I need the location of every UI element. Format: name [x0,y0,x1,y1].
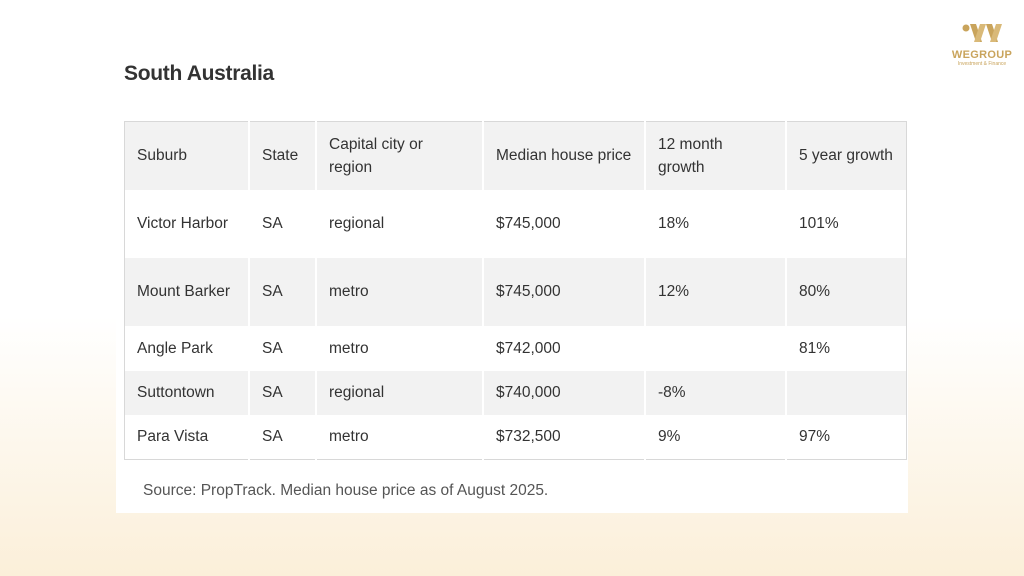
column-header: Suburb [124,121,250,190]
table-row: Suburb State Capital city or region Median … [124,121,907,190]
column-header: 5 year growth [786,121,907,190]
table-cell: 97% [799,428,831,446]
table-cell: SA [249,414,317,460]
table-cell: 80% [786,257,907,326]
table-cell: SA [249,325,317,371]
table-cell: $742,000 [483,325,646,371]
column-header: Median house price [483,121,646,190]
table-cell: $732,500 [483,414,646,460]
table-cell: metro [316,325,484,371]
title: South Australia [124,62,274,85]
table-cell: SA [249,370,317,415]
table-cell: SA [249,257,317,326]
logo-name: WEGROUP [951,49,1013,61]
logo: WEGROUP Investment & Finance [950,22,1014,67]
column-header: 12 month growth [645,121,787,190]
table-row: Suttontown SA regional $740,000 -8% [124,370,907,415]
table-cell: metro [316,414,484,460]
table-cell: $745,000 [483,189,646,258]
column-header: State [249,121,317,190]
column-header: Capital city or region [316,121,484,190]
table-cell: regional [316,189,484,258]
logo-icon [962,24,1002,42]
table-cell: Mount Barker [124,257,250,326]
table-cell [786,370,907,415]
table-cell: 18% [645,189,787,258]
table-cell: 12% [645,257,787,326]
table-cell: 81% [799,339,831,357]
table-cell: -8% [645,370,787,415]
table-cell: SA [249,189,317,258]
table-row: Angle Park SA metro $742,000 81% [124,325,907,371]
table-cell: regional [316,370,484,415]
table-row: Mount Barker SA metro $745,000 12% 80% [124,257,907,326]
table-cell: Angle Park [124,325,250,371]
table-cell: Victor Harbor [124,189,250,258]
table-cell: 9% [645,414,787,460]
table-cell: Suttontown [124,370,250,415]
table-cell: $740,000 [483,370,646,415]
logo-tagline: Investment & Finance [957,61,1007,67]
table-cell: Para Vista [124,414,250,460]
table-cell: $745,000 [483,257,646,326]
table-row: Victor Harbor SA regional $745,000 18% 101% [124,189,907,258]
source-note: Source: PropTrack. Median house price as… [143,482,549,499]
table-row: Para Vista SA metro $732,500 9% 97% [124,414,907,460]
table-cell: 101% [799,215,839,232]
table: Suburb State Capital city or region Median … [124,121,907,460]
table-cell: metro [316,257,484,326]
table-cell [645,325,787,371]
